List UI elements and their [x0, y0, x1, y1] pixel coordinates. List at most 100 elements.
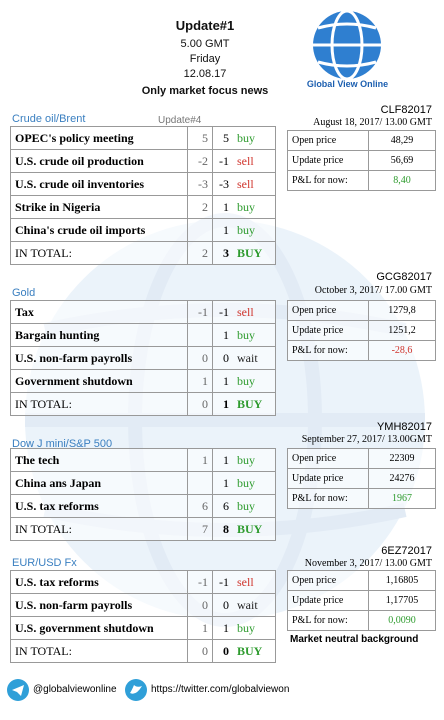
prev-score: 6 [187, 494, 213, 518]
price-value: 1279,8 [368, 300, 436, 321]
title: Update#1 [175, 18, 235, 33]
price-value: 1967 [368, 488, 436, 509]
score: -1 [212, 149, 233, 173]
score: -1 [212, 570, 233, 594]
prev-score: 0 [187, 639, 213, 663]
telegram-handle: @globalviewonline [33, 684, 117, 695]
prev-score: -1 [187, 570, 213, 594]
factor-row: OPEC's policy meeting 5 5 buy [10, 126, 276, 150]
prev-score: 2 [187, 195, 213, 219]
price-label: P&L for now: [287, 340, 369, 361]
price-row: Update price 56,69 [287, 150, 436, 171]
factor-row: U.S. tax reforms -1 -1 sell [10, 570, 276, 594]
signal: buy [233, 369, 276, 393]
contract-code: CLF82017 [380, 104, 432, 116]
price-row: P&L for now: 8,40 [287, 170, 436, 191]
prev-score: 2 [187, 241, 213, 265]
factor-row: Strike in Nigeria 2 1 buy [10, 195, 276, 219]
score: 1 [212, 471, 233, 495]
signal: buy [233, 494, 276, 518]
price-value: 24276 [368, 468, 436, 489]
date: 12.08.17 [183, 68, 227, 80]
signal: wait [233, 346, 276, 370]
prev-score: 0 [187, 392, 213, 416]
day: Friday [189, 53, 221, 65]
signal: sell [233, 149, 276, 173]
contract-code: GCG82017 [376, 271, 432, 283]
price-row: Update price 1,17705 [287, 590, 436, 611]
section-name: EUR/USD Fx [12, 557, 77, 569]
section-name: Gold [12, 287, 36, 299]
score: -3 [212, 172, 233, 196]
signal: buy [233, 126, 276, 150]
factor-label: U.S. non-farm payrolls [10, 346, 188, 370]
factor-label: U.S. tax reforms [10, 570, 188, 594]
total-row: IN TOTAL: 0 1 BUY [10, 392, 276, 416]
contract-date: September 27, 2017/ 13.00GMT [301, 434, 432, 445]
footnote: Market neutral background [290, 634, 419, 645]
price-row: Open price 1,16805 [287, 570, 436, 591]
factor-row: The tech 1 1 buy [10, 448, 276, 472]
factor-row: U.S. non-farm payrolls 0 0 wait [10, 593, 276, 617]
signal: BUY [233, 241, 276, 265]
section-name: Dow J mini/S&P 500 [12, 438, 113, 450]
factor-label: IN TOTAL: [10, 517, 188, 541]
signal: buy [233, 195, 276, 219]
factor-label: Government shutdown [10, 369, 188, 393]
factor-row: U.S. tax reforms 6 6 buy [10, 494, 276, 518]
price-row: P&L for now: -28,6 [287, 340, 436, 361]
signal: sell [233, 172, 276, 196]
factor-row: Government shutdown 1 1 buy [10, 369, 276, 393]
price-table: Open price 1,16805 Update price 1,17705 P&L … [287, 570, 436, 631]
signal: buy [233, 616, 276, 640]
total-row: IN TOTAL: 2 3 BUY [10, 241, 276, 265]
factor-row: U.S. government shutdown 1 1 buy [10, 616, 276, 640]
factor-table: Tax -1 -1 sell Bargain hunting 1 buy U.S. non-f… [10, 300, 276, 416]
price-value: 48,29 [368, 130, 436, 151]
factor-label: IN TOTAL: [10, 241, 188, 265]
contract-code: YMH82017 [376, 421, 432, 433]
prev-score: 5 [187, 126, 213, 150]
factor-label: Strike in Nigeria [10, 195, 188, 219]
signal: wait [233, 593, 276, 617]
score: 6 [212, 494, 233, 518]
factor-row: Bargain hunting 1 buy [10, 323, 276, 347]
factor-label: Tax [10, 300, 188, 324]
price-value: 56,69 [368, 150, 436, 171]
price-value: 1,17705 [368, 590, 436, 611]
score: 0 [212, 346, 233, 370]
twitter-link[interactable]: https://twitter.com/globalviewon [151, 684, 290, 695]
price-label: P&L for now: [287, 170, 369, 191]
factor-label: China ans Japan [10, 471, 188, 495]
factor-label: China's crude oil imports [10, 218, 188, 242]
price-row: P&L for now: 0,0090 [287, 610, 436, 631]
time: 5.00 GMT [180, 38, 230, 50]
prev-score: 0 [187, 593, 213, 617]
price-row: Update price 24276 [287, 468, 436, 489]
score: 1 [212, 392, 233, 416]
price-table: Open price 1279,8 Update price 1251,2 P&L fo… [287, 300, 436, 361]
score: 1 [212, 616, 233, 640]
price-table: Open price 48,29 Update price 56,69 P&L for … [287, 130, 436, 191]
total-row: IN TOTAL: 0 0 BUY [10, 639, 276, 663]
prev-score [187, 218, 213, 242]
signal: sell [233, 300, 276, 324]
signal: BUY [233, 517, 276, 541]
price-label: Open price [287, 300, 369, 321]
price-value: 22309 [368, 448, 436, 469]
score: 5 [212, 126, 233, 150]
price-row: Update price 1251,2 [287, 320, 436, 341]
factor-row: Tax -1 -1 sell [10, 300, 276, 324]
factor-label: U.S. tax reforms [10, 494, 188, 518]
price-value: 1251,2 [368, 320, 436, 341]
signal: buy [233, 323, 276, 347]
signal: BUY [233, 392, 276, 416]
total-row: IN TOTAL: 7 8 BUY [10, 517, 276, 541]
factor-table: The tech 1 1 buy China ans Japan 1 buy U.S. tax… [10, 448, 276, 541]
prev-score [187, 323, 213, 347]
factor-label: OPEC's policy meeting [10, 126, 188, 150]
subtitle: Only market focus news [141, 85, 269, 97]
factor-label: IN TOTAL: [10, 639, 188, 663]
score: 8 [212, 517, 233, 541]
